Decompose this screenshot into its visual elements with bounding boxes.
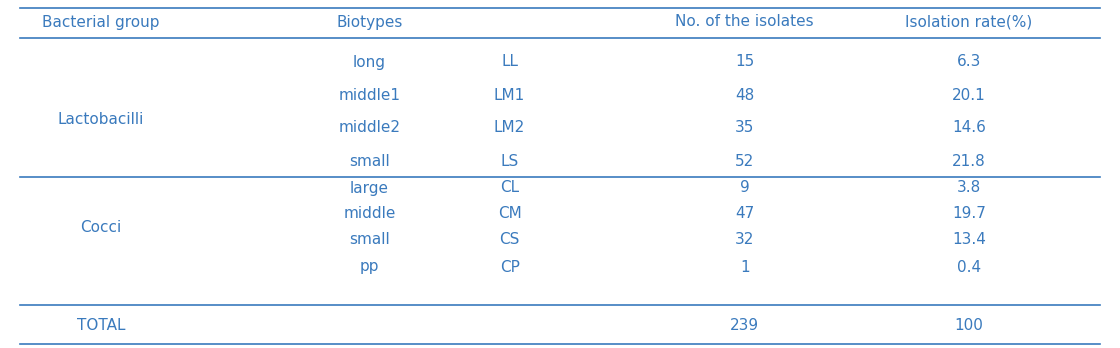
Text: 15: 15 bbox=[735, 55, 755, 70]
Text: CL: CL bbox=[500, 181, 520, 196]
Text: CS: CS bbox=[500, 232, 520, 247]
Text: 13.4: 13.4 bbox=[952, 232, 986, 247]
Text: middle2: middle2 bbox=[338, 120, 401, 135]
Text: 100: 100 bbox=[954, 318, 983, 333]
Text: 9: 9 bbox=[740, 181, 749, 196]
Text: 239: 239 bbox=[730, 318, 759, 333]
Text: Isolation rate(%): Isolation rate(%) bbox=[905, 15, 1033, 30]
Text: CM: CM bbox=[497, 206, 522, 221]
Text: CP: CP bbox=[500, 260, 520, 275]
Text: 6.3: 6.3 bbox=[956, 55, 981, 70]
Text: 47: 47 bbox=[735, 206, 755, 221]
Text: Biotypes: Biotypes bbox=[336, 15, 403, 30]
Text: 14.6: 14.6 bbox=[952, 120, 986, 135]
Text: long: long bbox=[353, 55, 386, 70]
Text: middle: middle bbox=[344, 206, 395, 221]
Text: large: large bbox=[351, 181, 389, 196]
Text: 48: 48 bbox=[735, 87, 755, 103]
Text: Bacterial group: Bacterial group bbox=[43, 15, 159, 30]
Text: 3.8: 3.8 bbox=[956, 181, 981, 196]
Text: Cocci: Cocci bbox=[81, 221, 121, 236]
Text: 21.8: 21.8 bbox=[952, 153, 986, 168]
Text: 19.7: 19.7 bbox=[952, 206, 986, 221]
Text: 0.4: 0.4 bbox=[956, 260, 981, 275]
Text: 1: 1 bbox=[740, 260, 749, 275]
Text: LL: LL bbox=[501, 55, 519, 70]
Text: 32: 32 bbox=[735, 232, 755, 247]
Text: middle1: middle1 bbox=[338, 87, 401, 103]
Text: LM2: LM2 bbox=[494, 120, 525, 135]
Text: Lactobacilli: Lactobacilli bbox=[57, 112, 144, 127]
Text: No. of the isolates: No. of the isolates bbox=[675, 15, 814, 30]
Text: 35: 35 bbox=[735, 120, 755, 135]
Text: TOTAL: TOTAL bbox=[76, 318, 125, 333]
Text: 52: 52 bbox=[735, 153, 755, 168]
Text: 20.1: 20.1 bbox=[952, 87, 986, 103]
Text: LS: LS bbox=[501, 153, 519, 168]
Text: small: small bbox=[349, 153, 390, 168]
Text: small: small bbox=[349, 232, 390, 247]
Text: LM1: LM1 bbox=[494, 87, 525, 103]
Text: pp: pp bbox=[360, 260, 380, 275]
